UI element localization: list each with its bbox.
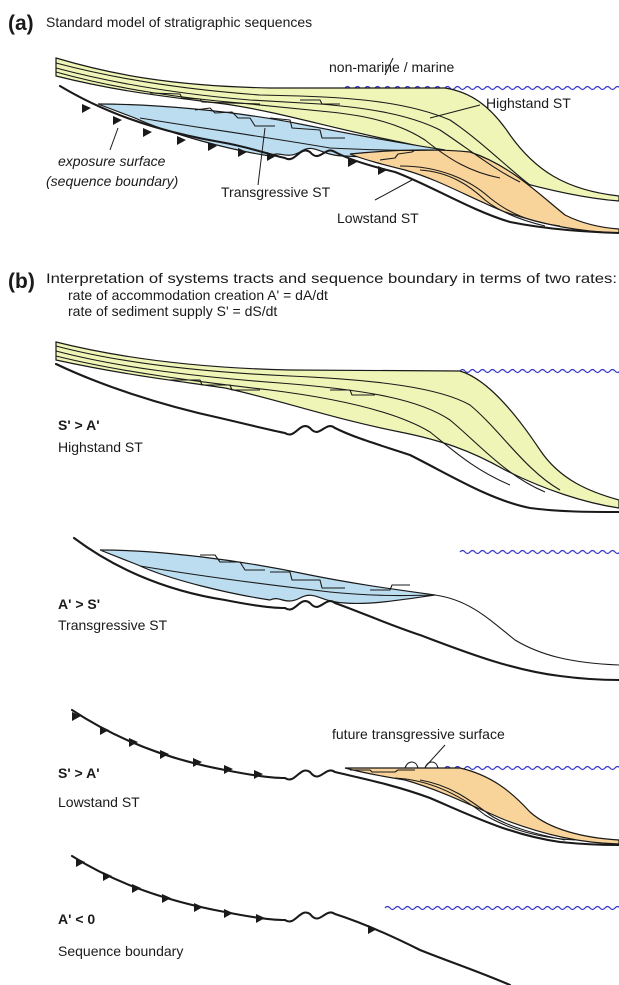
- sea-level-line: [459, 549, 619, 555]
- rate-accommodation-line: rate of accommodation creation A' = dA/d…: [68, 287, 328, 303]
- sequence-boundary-a: [58, 84, 619, 235]
- panel-b-transgressive: A' > S' Transgressive ST: [58, 536, 619, 682]
- profile-b2: [434, 594, 619, 666]
- lowstand-wedge: [349, 149, 619, 234]
- base-surface-b2: [72, 536, 619, 682]
- exposure-surface-label: exposure surface: [58, 153, 166, 169]
- panel-a-tag: (a): [8, 12, 34, 35]
- sea-level-line: [459, 368, 619, 374]
- exposure-ticks-b3: [72, 712, 263, 779]
- facies-boundary-leader: [384, 57, 394, 76]
- lowstand-label: Lowstand ST: [337, 210, 419, 226]
- highstand-leader: [429, 104, 481, 119]
- transgressive-label: Transgressive ST: [221, 184, 331, 200]
- facies-boundary-label: non-marine / marine: [329, 59, 454, 75]
- sequence-boundary-label: (sequence boundary): [46, 173, 178, 189]
- transgressive-wedge: [99, 549, 436, 605]
- panel-b-header: (b) Interpretation of systems tracts and…: [8, 270, 617, 319]
- exposure-ticks-b4: [76, 858, 377, 934]
- panel-b-tag: (b): [8, 270, 35, 293]
- sequence-boundary-b1: [54, 362, 619, 514]
- transgressive-condition: A' > S': [58, 596, 100, 612]
- future-surface-leader: [425, 744, 446, 767]
- sequence-boundary-condition: A' < 0: [58, 911, 95, 927]
- exposure-leader: [109, 127, 119, 151]
- transgressive-layers: [139, 107, 446, 151]
- panel-a-title: Standard model of stratigraphic sequence…: [46, 14, 312, 30]
- sea-level-line: [444, 765, 619, 771]
- transgressive-leader: [257, 127, 266, 186]
- lowstand-case-label: Lowstand ST: [58, 794, 140, 810]
- highstand-layers: [55, 62, 531, 186]
- panel-b-highstand: S' > A' Highstand ST: [54, 341, 619, 514]
- highstand-wedge: [55, 341, 619, 509]
- panel-a: (a) Standard model of stratigraphic sequ…: [8, 12, 619, 235]
- sequence-boundary-b3: [70, 708, 619, 847]
- highstand-layers: [55, 345, 561, 493]
- transgressive-case-label: Transgressive ST: [58, 617, 168, 633]
- sequence-boundary-case-label: Sequence boundary: [58, 943, 183, 959]
- lowstand-layers: [350, 761, 576, 841]
- highstand-condition: S' > A': [58, 417, 100, 433]
- lowstand-layers: [379, 149, 561, 227]
- highstand-label: Highstand ST: [486, 95, 571, 111]
- panel-b-title: Interpretation of systems tracts and seq…: [46, 270, 617, 286]
- lowstand-condition: S' > A': [58, 765, 100, 781]
- lowstand-leader: [374, 179, 413, 201]
- rate-sediment-line: rate of sediment supply S' = dS/dt: [68, 303, 277, 319]
- panel-b-lowstand: future transgressive surface S' > A' Low…: [58, 708, 619, 847]
- future-transgressive-surface-label: future transgressive surface: [332, 726, 505, 742]
- lowstand-wedge: [344, 767, 619, 845]
- transgressive-layers: [139, 554, 436, 597]
- sea-level-line: [384, 905, 619, 911]
- sequence-boundary-b4: [70, 854, 512, 985]
- highstand-case-label: Highstand ST: [58, 439, 143, 455]
- panel-b-sequence-boundary: A' < 0 Sequence boundary: [58, 854, 619, 985]
